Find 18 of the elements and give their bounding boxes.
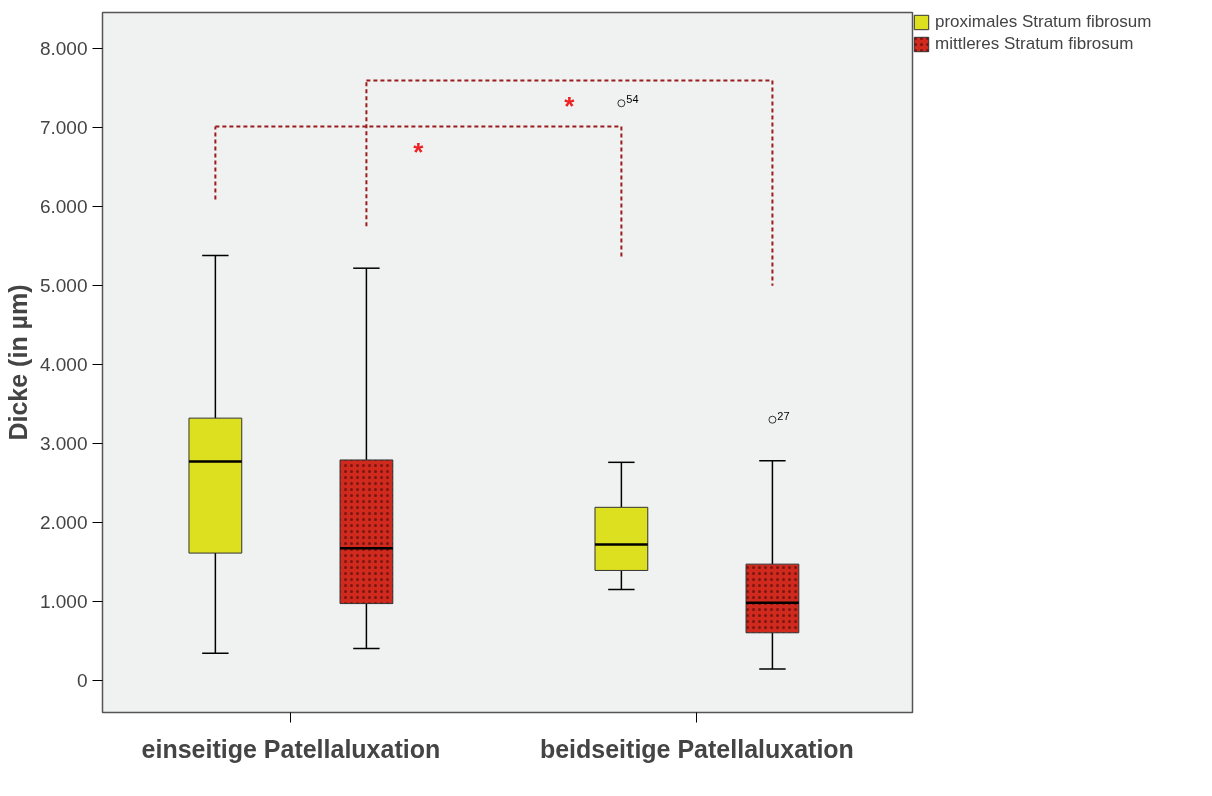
y-tick-label: 8.000 xyxy=(39,38,88,60)
y-tick-label: 4.000 xyxy=(39,353,88,375)
annotation: * xyxy=(413,137,425,168)
legend-label: mittleres Stratum fibrosum xyxy=(935,34,1134,54)
annotation: 27 xyxy=(777,409,790,422)
y-tick-label: 6.000 xyxy=(39,196,88,218)
y-tick-label: 7.000 xyxy=(39,117,88,139)
annotation: 54 xyxy=(626,93,639,106)
x-tick-label: einseitige Patellaluxation xyxy=(141,734,441,763)
legend-label: proximales Stratum fibrosum xyxy=(935,12,1152,32)
annotation: * xyxy=(564,90,576,121)
y-tick-label: 3.000 xyxy=(39,432,88,454)
y-axis-title: Dicke (in µm) xyxy=(3,284,32,441)
y-tick-label: 1.000 xyxy=(39,590,88,612)
y-tick-label: 0 xyxy=(76,669,88,691)
y-tick-label: 2.000 xyxy=(39,511,88,533)
x-tick-label: beidseitige Patellaluxation xyxy=(539,734,854,763)
y-tick-label: 5.000 xyxy=(39,275,88,297)
